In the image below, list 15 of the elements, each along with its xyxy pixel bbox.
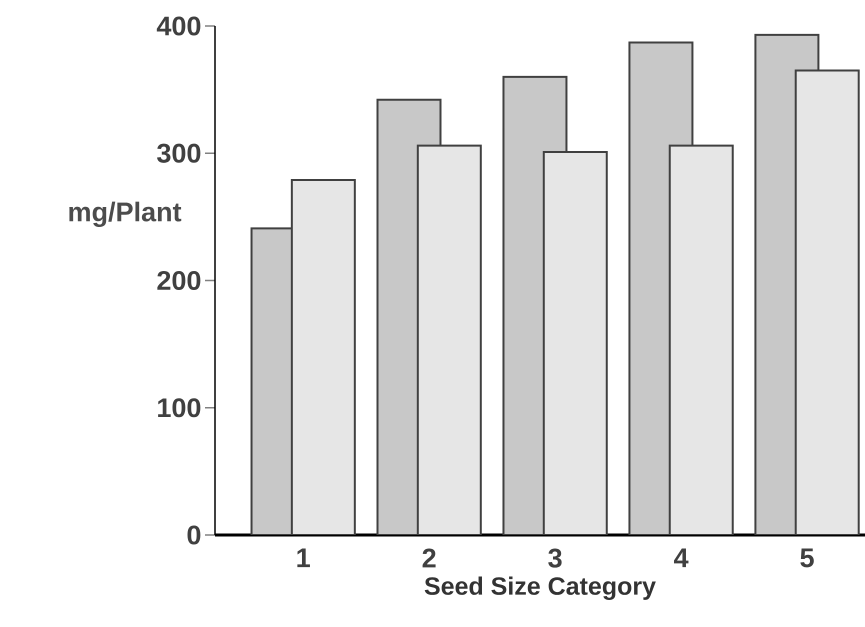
y-tick-label: 100 xyxy=(158,398,200,418)
y-tick-label: 0 xyxy=(188,525,200,545)
x-tick-label: 1 xyxy=(297,548,310,568)
x-tick-label: 2 xyxy=(422,548,436,568)
y-axis-title: mg/Plant xyxy=(69,202,182,227)
bar xyxy=(794,70,860,535)
y-tick-label: 300 xyxy=(157,144,200,163)
x-tick-label: 4 xyxy=(674,548,688,568)
y-tick-label: 400 xyxy=(156,16,200,36)
x-tick-label: 3 xyxy=(548,548,562,568)
x-axis-title: Seed Size Category xyxy=(424,576,656,600)
bar xyxy=(416,144,482,535)
y-tick-label: 200 xyxy=(157,270,200,290)
x-tick-label: 5 xyxy=(800,548,814,568)
bar xyxy=(668,144,734,535)
